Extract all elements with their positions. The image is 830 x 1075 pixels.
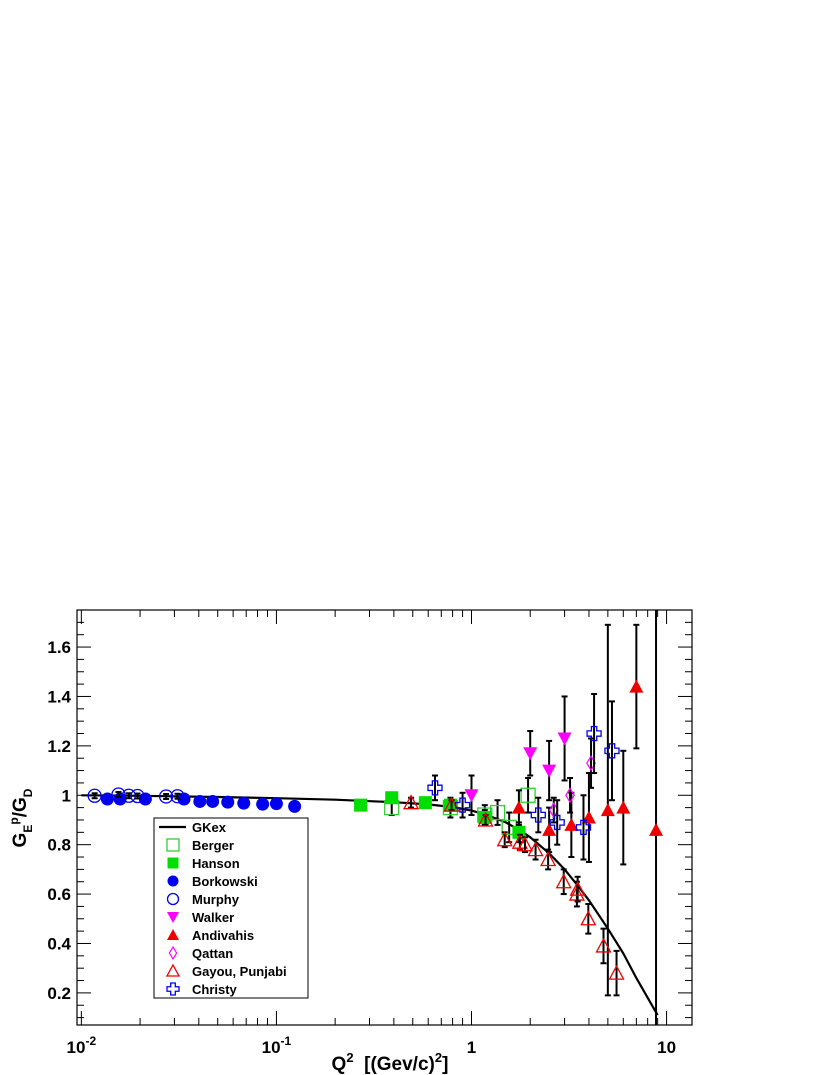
marker-point bbox=[158, 789, 174, 804]
marker-point bbox=[167, 912, 179, 923]
marker-point bbox=[565, 787, 575, 804]
plot-frame bbox=[76, 609, 693, 1026]
marker-point bbox=[166, 838, 180, 852]
series-walker bbox=[464, 695, 572, 817]
marker-point bbox=[427, 780, 443, 796]
marker-point bbox=[523, 747, 538, 761]
marker-point bbox=[489, 804, 506, 821]
marker-point bbox=[604, 743, 620, 759]
legend-label: Gayou, Punjabi bbox=[192, 964, 287, 979]
x-tick-label: 10 bbox=[657, 1038, 676, 1057]
marker-point bbox=[269, 797, 283, 811]
marker-point bbox=[237, 796, 251, 810]
x-axis-title: Q2 [(Gev/c)2] bbox=[332, 1050, 449, 1075]
marker-point bbox=[600, 803, 615, 817]
series-murphy bbox=[87, 787, 185, 804]
y-axis-title: GEp/GD bbox=[7, 788, 35, 847]
marker-point bbox=[564, 817, 579, 831]
marker-point bbox=[113, 792, 127, 806]
y-tick-label: 1.6 bbox=[47, 638, 71, 657]
marker-point bbox=[288, 799, 302, 813]
marker-point bbox=[402, 794, 420, 810]
marker-point bbox=[138, 792, 152, 806]
series-christy bbox=[427, 692, 620, 861]
marker-point bbox=[221, 795, 235, 809]
x-tick-label: 10-1 bbox=[262, 1034, 292, 1057]
marker-point bbox=[649, 822, 664, 836]
legend-label: Christy bbox=[192, 982, 238, 997]
legend-label: Hanson bbox=[192, 856, 240, 871]
y-tick-label: 0.4 bbox=[47, 934, 71, 953]
marker-point bbox=[540, 851, 557, 867]
marker-point bbox=[595, 937, 612, 953]
marker-point bbox=[496, 831, 513, 847]
marker-point bbox=[385, 791, 399, 805]
marker-point bbox=[166, 892, 180, 906]
marker-point bbox=[167, 875, 179, 887]
marker-point bbox=[165, 963, 181, 977]
marker-point bbox=[530, 807, 546, 823]
marker-point bbox=[121, 788, 136, 803]
axes: 10-2 10-1 1 10 0.2 0.4 0.6 0.8 1 1.2 1.4 1.6 bbox=[47, 610, 692, 1057]
marker-point bbox=[354, 798, 368, 812]
marker-point bbox=[575, 819, 592, 836]
y-tick-label: 0.2 bbox=[47, 984, 71, 1003]
marker-point bbox=[256, 797, 270, 811]
data-series bbox=[87, 610, 664, 1025]
marker-point bbox=[166, 982, 180, 996]
legend-label: Murphy bbox=[192, 892, 240, 907]
legend-label: Berger bbox=[192, 838, 234, 853]
legend-label: GKex bbox=[192, 820, 227, 835]
marker-point bbox=[87, 788, 102, 803]
marker-point bbox=[167, 929, 179, 940]
marker-point bbox=[130, 788, 145, 804]
marker-point bbox=[580, 910, 597, 926]
y-tick-label: 1 bbox=[62, 786, 71, 805]
marker-point bbox=[520, 787, 536, 803]
marker-point bbox=[542, 822, 557, 836]
marker-point bbox=[555, 873, 572, 889]
legend: GKex Berger Hanson Borkowski Murphy Walker And… bbox=[153, 817, 309, 999]
y-tick-label: 1.2 bbox=[47, 737, 71, 756]
marker-point bbox=[569, 880, 586, 896]
marker-point bbox=[586, 725, 602, 742]
legend-label: Qattan bbox=[192, 946, 233, 961]
x-tick-label: 1 bbox=[467, 1038, 476, 1057]
marker-point bbox=[193, 794, 207, 808]
marker-point bbox=[549, 814, 565, 831]
marker-point bbox=[170, 789, 185, 804]
marker-point bbox=[206, 794, 220, 808]
marker-point bbox=[527, 841, 544, 857]
marker-point bbox=[167, 857, 179, 869]
marker-point bbox=[100, 792, 114, 806]
marker-point bbox=[629, 679, 644, 693]
marker-point bbox=[516, 836, 534, 852]
legend-box bbox=[153, 817, 309, 999]
legend-label: Borkowski bbox=[192, 874, 258, 889]
marker-point bbox=[557, 732, 572, 746]
marker-point bbox=[464, 789, 479, 803]
marker-point bbox=[477, 811, 494, 827]
marker-point bbox=[168, 945, 178, 961]
legend-label: Andivahis bbox=[192, 928, 254, 943]
marker-point bbox=[616, 800, 631, 814]
marker-point bbox=[542, 764, 557, 778]
y-tick-label: 0.8 bbox=[47, 836, 71, 855]
series-gayou-punjabi bbox=[402, 794, 625, 997]
marker-point bbox=[418, 796, 432, 810]
series-borkowski bbox=[100, 792, 302, 813]
marker-point bbox=[454, 797, 471, 813]
marker-point bbox=[608, 964, 625, 980]
marker-point bbox=[511, 800, 526, 814]
marker-point bbox=[111, 787, 126, 802]
x-tick-label: 10-2 bbox=[67, 1034, 97, 1057]
legend-label: Walker bbox=[192, 910, 234, 925]
y-tick-label: 1.4 bbox=[47, 687, 71, 706]
y-tick-label: 0.6 bbox=[47, 885, 71, 904]
